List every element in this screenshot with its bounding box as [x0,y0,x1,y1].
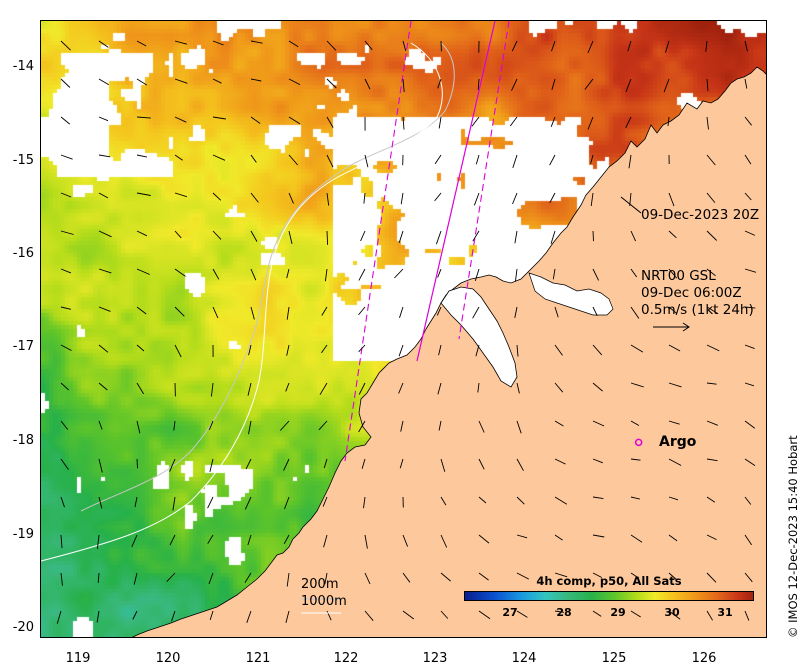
isobath-1000m [41,42,443,562]
lon-tick-label: 124 [511,651,537,666]
lon-tick-label: 125 [601,651,627,666]
lat-tick-label: -19 [12,527,34,542]
lon-tick-label: 121 [245,651,271,666]
lon-tick-label: 126 [691,651,717,666]
argo-label: Argo [659,434,697,450]
land-mass [132,66,766,637]
colorbar-tick: 29 [610,606,626,619]
colorbar-tick: 30 [664,606,680,619]
northern-bays [528,272,614,316]
argo-float-marker [634,438,643,447]
lat-tick-label: -20 [12,620,34,635]
isobath-1000m-label: 1000m [301,594,347,609]
colorbar [464,591,754,601]
current-scale-label: 0.5m/s (1kt 24h) [641,302,754,318]
lat-tick-label: -18 [12,433,34,448]
track-label-pointer [620,196,642,214]
map-overlays [41,21,766,637]
satellite-track-edge-west [344,21,412,462]
lon-tick-label: 122 [333,651,359,666]
map-panel [40,20,767,638]
satellite-track-edge-east [458,21,510,340]
lat-tick-label: -15 [12,153,34,168]
current-vectors [56,40,757,624]
lon-tick-label: 119 [65,651,91,666]
current-scale-arrow [653,322,690,332]
track-time-label: 09-Dec-2023 20Z [641,207,760,223]
lon-tick-label: 120 [155,651,181,666]
colorbar-tick: 31 [717,606,733,619]
colorbar-tick: 27 [502,606,518,619]
current-time-label: 09-Dec 06:00Z [641,285,742,301]
lat-tick-label: -16 [12,246,34,261]
colorbar-tick: 28 [556,606,572,619]
current-source-label: NRT00 GSL [641,268,716,284]
imos-credit: © IMOS 12-Dec-2023 15:40 Hobart [786,435,800,638]
colorbar-title: 4h comp, p50, All Sats [536,574,682,588]
lat-tick-label: -17 [12,339,34,354]
isobath-200m-label: 200m [301,577,339,592]
isobath-200m [80,42,455,512]
lon-tick-label: 123 [422,651,448,666]
king-sound [440,286,518,388]
lat-tick-label: -14 [12,59,34,74]
satellite-track-center [416,21,496,362]
